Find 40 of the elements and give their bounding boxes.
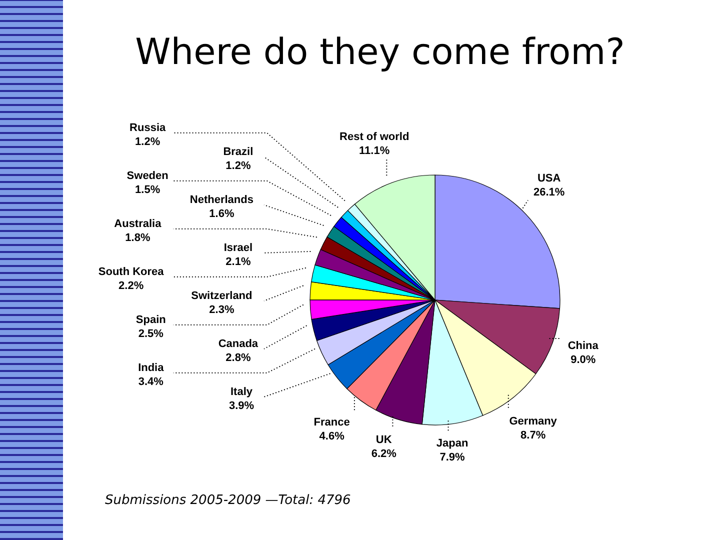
data-label: 9.0% [570,354,596,366]
data-label: 2.5% [138,328,164,340]
slice-label: Japan [436,437,468,450]
data-label: 2.3% [209,304,234,316]
data-label: 3.4% [138,376,164,388]
slice-label: Brazil [223,146,254,158]
slice-label: Germany [509,415,558,428]
slice-label: China [568,340,600,352]
slice-label: Sweden [126,170,169,182]
data-label: 8.7% [520,429,546,442]
data-label: 7.9% [440,451,466,464]
slice-label: South Korea [98,266,165,278]
slice-label: USA [537,172,561,185]
slice-label: UK [376,434,392,446]
slice-label: Canada [218,338,259,350]
data-label: 26.1% [533,186,565,199]
data-label: 1.2% [226,160,251,172]
slice-label: Spain [136,314,166,326]
slice-label: Netherlands [190,194,254,206]
data-label: 1.8% [125,232,150,244]
slice-label: Switzerland [191,290,252,302]
slice-label: Russia [130,122,167,134]
slice-label: Israel [224,242,253,254]
data-label: 2.1% [226,256,251,268]
data-label: 6.2% [371,448,397,460]
data-label: 3.9% [228,400,254,412]
slice-label: India [138,362,165,374]
data-label: 2.8% [226,352,251,364]
text: Submissions 2005-2009 —Total: 4796 [105,493,351,508]
data-label: 11.1% [359,144,390,157]
slice-label: France [314,416,350,429]
slice-label: Rest of world [340,130,410,143]
chart-title: Where do they come from? [134,32,626,73]
data-label: 4.6% [319,430,345,443]
data-label: 1.5% [135,184,160,196]
slice-label: Italy [230,386,254,398]
data-label: 1.2% [135,136,160,148]
data-label: 1.6% [209,208,234,220]
data-label: 2.2% [118,280,144,292]
slice-label: Australia [114,218,162,230]
